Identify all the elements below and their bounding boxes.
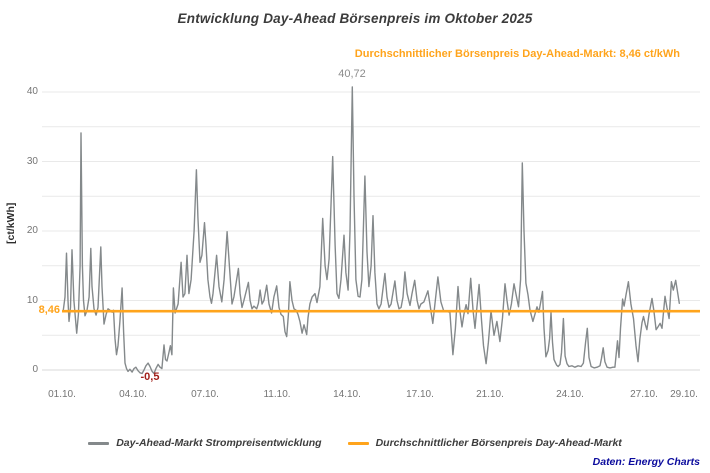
x-tick-label: 04.10. [119,389,147,400]
y-tick-label: 0 [32,364,38,375]
min-value-annotation: -0,5 [140,371,160,383]
max-value-annotation: 40,72 [338,68,366,80]
legend: Day-Ahead-Markt Strompreisentwicklung Dur… [0,437,710,449]
day-ahead-price-line [62,86,680,375]
y-axis-title: [ct/kWh] [5,202,17,244]
x-tick-label: 14.10. [333,389,361,400]
legend-item: Durchschnittlicher Börsenpreis Day-Ahead… [347,437,622,449]
average-price-subtitle: Durchschnittlicher Börsenpreis Day-Ahead… [354,48,680,60]
legend-line-swatch-icon [88,441,110,445]
x-tick-label: 07.10. [191,389,219,400]
x-tick-label: 27.10. [630,389,658,400]
legend-label: Durchschnittlicher Börsenpreis Day-Ahead… [375,437,622,449]
x-tick-label: 29.10. [670,389,698,400]
chart-title: Entwicklung Day-Ahead Börsenpreis im Okt… [177,11,533,26]
average-line-value-label: 8,46 [38,304,60,316]
x-tick-label: 21.10. [476,389,504,400]
x-tick-label: 11.10. [263,389,291,400]
y-tick-label: 40 [26,86,38,97]
x-tick-label: 17.10. [406,389,434,400]
data-source-credit: Daten: Energy Charts [592,456,700,468]
y-tick-label: 10 [26,294,38,306]
legend-label: Day-Ahead-Markt Strompreisentwicklung [116,437,322,449]
y-tick-label: 20 [26,225,38,236]
legend-line-swatch-icon [347,441,369,445]
x-tick-label: 01.10. [48,389,76,400]
x-tick-label: 24.10. [556,389,584,400]
legend-item: Day-Ahead-Markt Strompreisentwicklung [88,437,322,449]
y-tick-label: 30 [26,155,38,167]
